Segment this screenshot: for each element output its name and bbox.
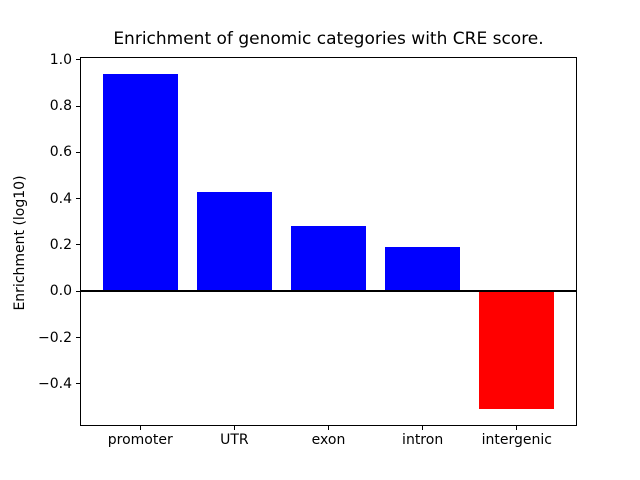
y-tick-mark [76,105,80,107]
bar-UTR [196,191,273,292]
x-tick-label-intergenic: intergenic [481,432,552,448]
y-tick-label: 0.0 [49,283,72,300]
chart-title: Enrichment of genomic categories with CR… [113,29,544,49]
y-tick-mark [76,198,80,200]
y-tick-label: 0.6 [49,144,72,161]
bar-intron [384,247,461,292]
x-tick-label-exon: exon [311,432,346,448]
y-tick-label: −0.4 [38,375,72,392]
x-tick-mark [516,426,518,430]
y-tick-label: −0.2 [38,329,72,346]
x-tick-mark [139,426,141,430]
bar-intergenic [479,291,555,410]
y-tick-label: 0.8 [49,98,72,115]
y-tick-mark [76,383,80,385]
y-tick-label: 0.2 [49,236,72,253]
x-tick-label-UTR: UTR [220,432,249,448]
plot-area [80,57,577,426]
y-tick-mark [76,59,80,61]
y-tick-mark [76,151,80,153]
y-tick-mark [76,290,80,292]
x-tick-label-promoter: promoter [107,432,173,448]
x-tick-label-intron: intron [402,432,444,448]
x-tick-mark [233,426,235,430]
y-tick-label: 1.0 [49,51,72,68]
bar-exon [290,226,367,292]
zero-line [80,290,577,293]
x-tick-mark [328,426,329,430]
y-tick-label: 0.4 [49,190,72,207]
x-tick-mark [422,426,424,430]
y-tick-mark [76,337,80,338]
bar-promoter [102,73,178,292]
y-tick-mark [76,244,80,246]
